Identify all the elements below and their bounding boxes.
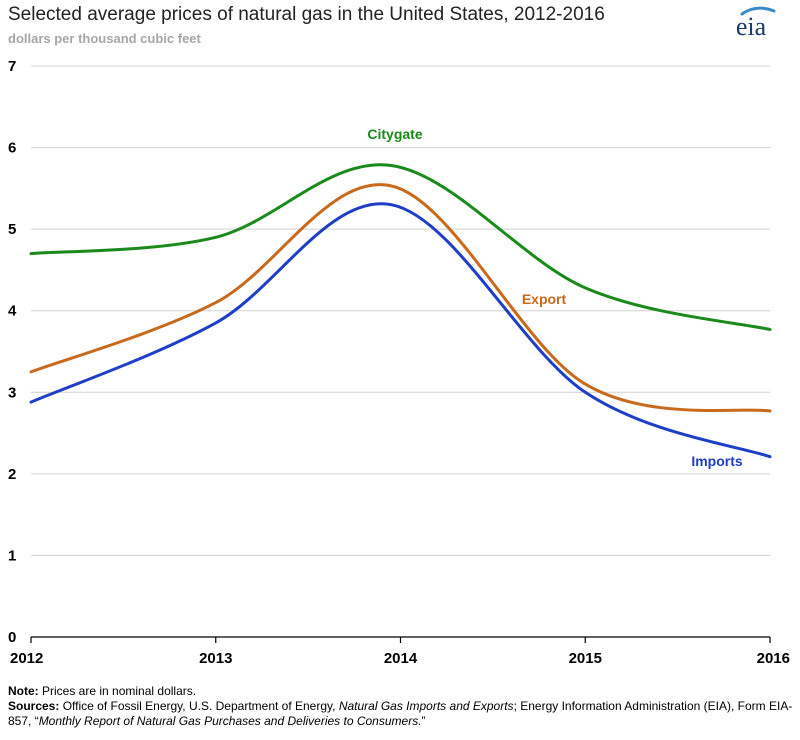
chart-subtitle: dollars per thousand cubic feet xyxy=(8,31,201,46)
x-tick-label: 2016 xyxy=(757,650,790,667)
note-label: Note: xyxy=(8,684,39,698)
x-tick-label: 2013 xyxy=(199,650,232,667)
sources-text: ; Energy Information Administration (EIA… xyxy=(8,699,793,728)
sources-italic-title: Natural Gas Imports and Exports xyxy=(338,699,514,713)
sources-line: Sources: Office of Fossil Energy, U.S. D… xyxy=(8,699,793,729)
series-line-imports xyxy=(29,202,772,459)
series-line-export xyxy=(29,183,772,413)
series-line-citygate xyxy=(29,163,772,331)
y-tick-label: 1 xyxy=(8,547,16,564)
y-tick-label: 3 xyxy=(8,384,16,401)
series-label-citygate: Citygate xyxy=(367,126,422,142)
eia-logo: eia xyxy=(736,6,776,41)
x-tick-label: 2015 xyxy=(569,650,602,667)
y-tick-label: 2 xyxy=(8,466,16,483)
note-text: Prices are in nominal dollars. xyxy=(38,684,197,698)
series-label-export: Export xyxy=(522,291,567,307)
y-tick-label: 6 xyxy=(8,140,16,157)
line-chart: 0 1 2 3 4 5 6 7 2012 2013 2014 2015 2016 Citygate Expo… xyxy=(8,58,790,667)
y-tick-label: 5 xyxy=(8,221,16,238)
sources-italic-title: Monthly Report of Natural Gas Purchases … xyxy=(38,714,422,728)
series-label-imports: Imports xyxy=(691,453,743,469)
sources-text: ” xyxy=(421,714,426,728)
sources-label: Sources: xyxy=(8,699,60,713)
x-tick-label: 2014 xyxy=(384,650,418,667)
y-tick-label: 0 xyxy=(8,629,16,646)
chart-title: Selected average prices of natural gas i… xyxy=(8,4,605,25)
sources-text: Office of Fossil Energy, U.S. Department… xyxy=(59,699,339,713)
y-tick-label: 4 xyxy=(8,303,17,320)
footnotes: Note: Prices are in nominal dollars. Sou… xyxy=(8,684,793,729)
x-tick-label: 2012 xyxy=(10,650,43,667)
y-tick-label: 7 xyxy=(8,58,16,75)
note-line: Note: Prices are in nominal dollars. xyxy=(8,684,793,699)
eia-logo-text: eia xyxy=(736,12,767,41)
eia-logo-swoosh xyxy=(740,6,776,16)
